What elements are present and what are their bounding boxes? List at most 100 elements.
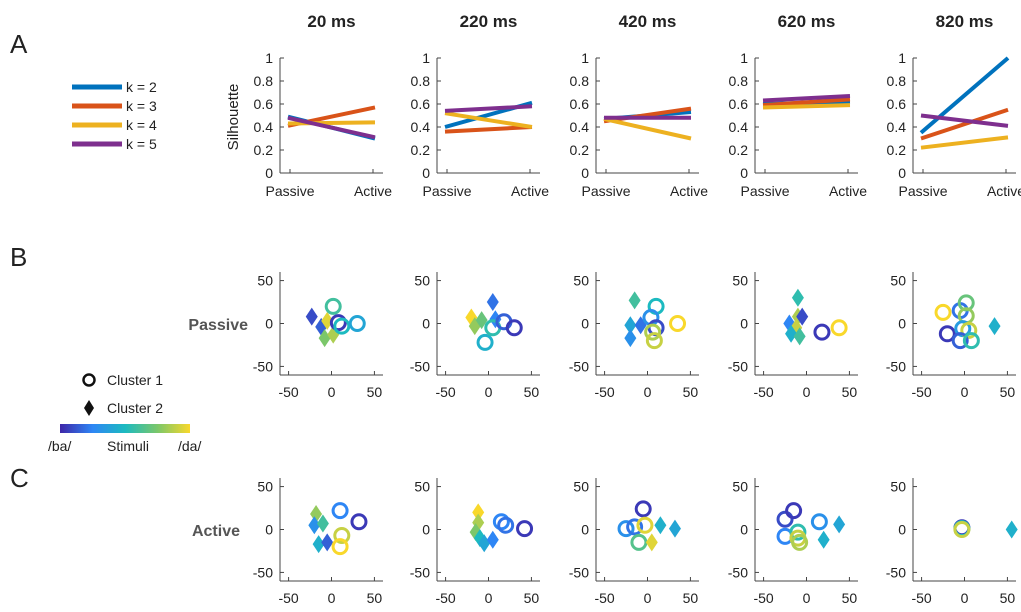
y-tick-label: 1 (265, 50, 273, 66)
time-label: 220 ms (460, 12, 518, 31)
cluster1-point (324, 297, 342, 315)
x-tick-label: -50 (594, 384, 614, 400)
cluster2-point (321, 311, 334, 330)
y-tick-label: -50 (728, 358, 748, 374)
x-tick-label: 50 (367, 384, 383, 400)
series-line (762, 97, 851, 108)
series-line (444, 111, 533, 129)
active-scatter-plot: -50 0 50 -50 0 50 (886, 478, 1018, 606)
y-tick-label: 0.6 (254, 96, 274, 112)
y-tick-label: 1 (898, 50, 906, 66)
series-line (287, 120, 376, 126)
cluster2-point (312, 535, 325, 554)
y-tick-label: 50 (732, 479, 748, 495)
y-tick-label: 0.6 (411, 96, 431, 112)
x-tick-label: Active (670, 183, 708, 199)
x-tick-label: Active (987, 183, 1021, 199)
x-tick-label: 50 (842, 384, 858, 400)
cluster1-point (626, 518, 644, 536)
colorbar-right-label: /da/ (178, 438, 201, 454)
x-tick-label: 0 (644, 590, 652, 606)
legend-label: k = 4 (126, 117, 157, 133)
y-tick-label: 1 (422, 50, 430, 66)
y-tick-label: 50 (573, 273, 589, 289)
x-tick-label: 50 (842, 590, 858, 606)
cluster2-point (318, 329, 331, 348)
x-tick-label: -50 (911, 590, 931, 606)
cluster2-point (628, 291, 641, 310)
legend-label: k = 5 (126, 136, 157, 152)
x-tick-label: Active (511, 183, 549, 199)
y-tick-label: 0.4 (729, 119, 749, 135)
cluster1-point (497, 516, 515, 534)
time-label: 20 ms (307, 12, 355, 31)
y-tick-label: -50 (569, 358, 589, 374)
active-scatter-plot: -50 0 50 -50 0 50 (253, 478, 383, 606)
cluster2-point (654, 516, 667, 535)
cluster1-point (813, 323, 831, 341)
y-tick-label: 50 (257, 273, 273, 289)
series-line (444, 104, 533, 113)
y-tick-label: 0 (422, 522, 430, 538)
y-axis-label: Silhouette (225, 84, 242, 151)
y-tick-label: 0 (898, 165, 906, 181)
passive-scatter-plot: -50 0 50 -50 0 50 (728, 272, 858, 400)
y-tick-label: -50 (410, 564, 430, 580)
y-tick-label: 50 (890, 479, 906, 495)
silhouette-plot: 0 0.2 0.4 0.6 0.8 1 Passive Active (254, 50, 393, 199)
cluster1-point (505, 319, 523, 337)
cluster1-point (938, 325, 956, 343)
x-tick-label: -50 (278, 384, 298, 400)
panel-label-b: B (10, 242, 27, 272)
x-tick-label: 0 (961, 590, 969, 606)
cluster1-point (644, 323, 662, 341)
x-tick-label: Passive (581, 183, 630, 199)
cluster1-point (348, 315, 366, 332)
y-tick-label: -50 (410, 358, 430, 374)
cluster1-point (785, 502, 803, 520)
cluster1-marker (82, 373, 96, 387)
panel-label-a: A (10, 29, 28, 59)
y-tick-label: 0 (740, 316, 748, 332)
passive-scatter-plot: -50 0 50 -50 0 50 (253, 272, 383, 400)
series-line (920, 107, 1009, 141)
cluster2-point (305, 307, 318, 326)
time-label: 420 ms (619, 12, 677, 31)
y-tick-label: 0 (740, 522, 748, 538)
cluster1-point (962, 332, 980, 350)
cluster1-point (617, 520, 635, 538)
cluster2-point (486, 530, 499, 549)
passive-scatter-plot: -50 0 50 -50 0 50 (886, 272, 1016, 400)
cluster2-point (645, 533, 658, 552)
passive-scatter-plot: -50 0 50 -50 0 50 (410, 272, 540, 400)
y-tick-label: 0.4 (887, 119, 907, 135)
silhouette-plot: 0 0.2 0.4 0.6 0.8 1 Passive Active (570, 50, 709, 199)
y-tick-label: 50 (732, 273, 748, 289)
cluster2-point (308, 516, 321, 535)
cluster1-point (934, 303, 952, 321)
row-label-passive: Passive (188, 317, 248, 334)
y-tick-label: 50 (414, 479, 430, 495)
active-scatter-plot: -50 0 50 -50 0 50 (728, 478, 858, 606)
series-line (919, 56, 1010, 135)
y-tick-label: -50 (253, 358, 273, 374)
y-tick-label: 0 (265, 522, 273, 538)
cluster1-point (329, 314, 347, 332)
x-tick-label: 0 (961, 384, 969, 400)
cluster1-point (645, 332, 663, 350)
cluster1-label: Cluster 1 (107, 372, 163, 388)
y-tick-label: 0 (422, 165, 430, 181)
y-tick-label: -50 (569, 564, 589, 580)
series-line (287, 115, 376, 140)
y-tick-label: 0.4 (254, 119, 274, 135)
x-tick-label: 0 (328, 384, 336, 400)
silhouette-plot: 0 0.2 0.4 0.6 0.8 1 Passive Active (887, 50, 1021, 199)
cluster2-point (478, 534, 491, 553)
x-tick-label: Passive (740, 183, 789, 199)
legend-label: k = 3 (126, 98, 157, 114)
cluster1-point (476, 333, 494, 351)
x-tick-label: Passive (422, 183, 471, 199)
x-tick-label: 0 (803, 384, 811, 400)
y-tick-label: 0.2 (887, 142, 907, 158)
